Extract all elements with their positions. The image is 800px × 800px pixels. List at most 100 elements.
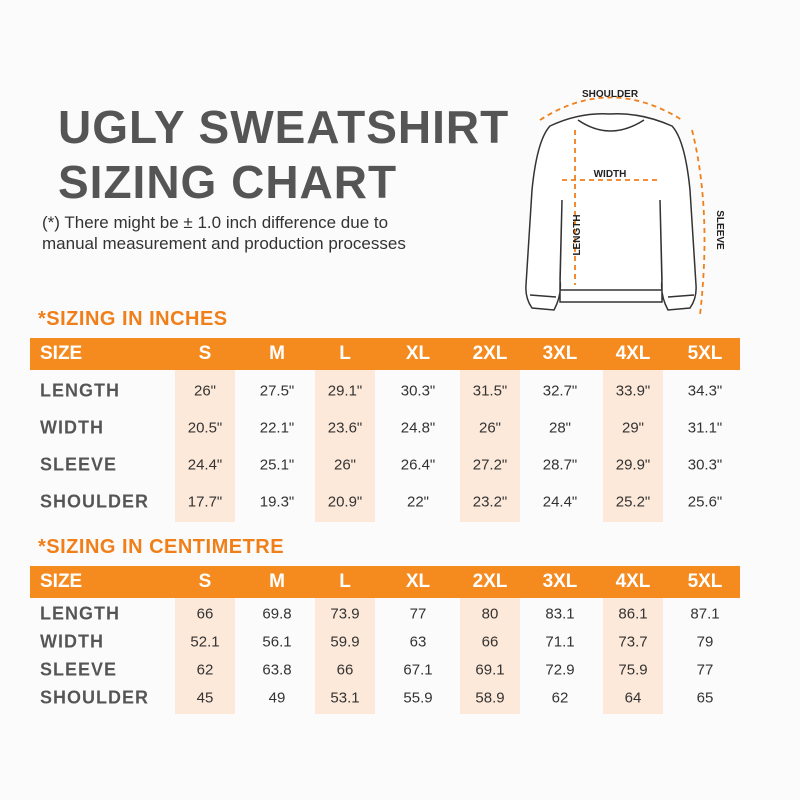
sleeve-label: SLEEVE — [714, 210, 725, 250]
table-cell: 75.9 — [618, 661, 648, 679]
table-cell: 30.3" — [687, 456, 723, 473]
note: (*) There might be ± 1.0 inch difference… — [42, 213, 389, 232]
table-cell: 34.3" — [687, 382, 723, 399]
table-cell: 69.1 — [475, 661, 505, 679]
row-label: SLEEVE — [40, 659, 118, 680]
table-cell: 66 — [336, 661, 354, 679]
table-cell: 52.1 — [190, 633, 220, 651]
header-bar — [30, 566, 740, 598]
table-cell: 25.1" — [259, 456, 295, 473]
header-cell: SIZE — [40, 343, 83, 364]
table-cell: 20.9" — [327, 493, 363, 510]
table-cell: 62 — [551, 689, 569, 707]
table-cell: 55.9 — [403, 689, 433, 707]
table-cell: 20.5" — [187, 419, 223, 436]
shoulder-label: SHOULDER — [582, 89, 639, 100]
header-cell: L — [339, 571, 351, 592]
row-label: SHOULDER — [40, 687, 150, 708]
header-cell: 5XL — [687, 571, 723, 592]
table-cell: 87.1 — [690, 605, 720, 623]
table-cell: 63.8 — [262, 661, 292, 679]
header-cell: SIZE — [40, 571, 83, 592]
length-label: LENGTH — [572, 214, 583, 255]
table-cell: 26" — [478, 419, 501, 436]
header-cell: XL — [405, 343, 431, 364]
column-shade — [315, 598, 375, 714]
table-cell: 28" — [548, 419, 571, 436]
header-cell: 2XL — [472, 571, 508, 592]
table-cell: 63 — [409, 633, 427, 651]
table-cell: 56.1 — [262, 633, 292, 651]
table-cell: 22.1" — [259, 419, 295, 436]
column-shade — [175, 598, 235, 714]
note: manual measurement and production proces… — [42, 234, 406, 253]
table-cell: 24.8" — [400, 419, 436, 436]
table-cell: 26.4" — [400, 456, 436, 473]
header-cell: 4XL — [615, 343, 651, 364]
table-cell: 27.2" — [472, 456, 508, 473]
column-shade — [460, 370, 520, 522]
table-cell: 71.1 — [545, 633, 575, 651]
table-cell: 79 — [696, 633, 714, 651]
row-label: WIDTH — [40, 631, 104, 652]
table-cell: 72.9 — [545, 661, 575, 679]
measure-arrows — [539, 96, 706, 316]
header-cell: L — [339, 343, 351, 364]
table-cell: 22" — [406, 493, 429, 510]
table-cell: 26" — [333, 456, 356, 473]
header-cell: 3XL — [542, 343, 578, 364]
column-shade — [603, 598, 663, 714]
row-label: LENGTH — [40, 603, 120, 624]
table-cell: 62 — [196, 661, 214, 679]
table-cell: 77 — [696, 661, 714, 679]
table-cell: 83.1 — [545, 605, 575, 623]
table-cell: 86.1 — [618, 605, 648, 623]
table-cell: 29" — [621, 419, 644, 436]
table-cell: 73.9 — [330, 605, 360, 623]
row-label: WIDTH — [40, 417, 104, 437]
column-shade — [175, 370, 235, 522]
table-cell: 45 — [196, 689, 214, 707]
table-cell: 69.8 — [262, 605, 292, 623]
column-shade — [315, 370, 375, 522]
table-cell: 25.6" — [687, 493, 723, 510]
table-cell: 29.1" — [327, 382, 363, 399]
table-cell: 73.7 — [618, 633, 648, 651]
header-cell: 5XL — [687, 343, 723, 364]
table-cell: 24.4" — [187, 456, 223, 473]
header-cell: 2XL — [472, 343, 508, 364]
sweatshirt-diagram: SHOULDER WIDTH LENGTH SLEEVE — [525, 89, 725, 316]
table-heading: *SIZING IN INCHES — [38, 308, 228, 330]
header-cell: XL — [405, 571, 431, 592]
row-label: SLEEVE — [40, 454, 118, 474]
header-cell: 4XL — [615, 571, 651, 592]
table-cell: 32.7" — [542, 382, 578, 399]
table-cell: 23.6" — [327, 419, 363, 436]
sweatshirt — [525, 113, 697, 311]
table-cell: 27.5" — [259, 382, 295, 399]
header-cell: 3XL — [542, 571, 578, 592]
title: UGLY SWEATSHIRT — [58, 101, 510, 153]
table-cell: 58.9 — [475, 689, 505, 707]
table-cell: 66 — [481, 633, 499, 651]
table-cell: 67.1 — [403, 661, 433, 679]
header-cell: M — [269, 343, 285, 364]
table-cell: 33.9" — [615, 382, 651, 399]
header-cell: S — [198, 343, 212, 364]
table-cell: 31.5" — [472, 382, 508, 399]
table-cell: 17.7" — [187, 493, 223, 510]
table-cell: 24.4" — [542, 493, 578, 510]
title: SIZING CHART — [58, 156, 398, 208]
table-heading: *SIZING IN CENTIMETRE — [38, 536, 285, 558]
table-cell: 29.9" — [615, 456, 651, 473]
width-label: WIDTH — [594, 169, 627, 180]
table-cell: 31.1" — [687, 419, 723, 436]
header-cell: M — [269, 571, 285, 592]
table-cell: 64 — [624, 689, 642, 707]
row-label: LENGTH — [40, 380, 120, 400]
table-cell: 80 — [481, 605, 499, 623]
row-label: SHOULDER — [40, 491, 150, 511]
table-cell: 77 — [409, 605, 427, 623]
table-cell: 26" — [193, 382, 216, 399]
